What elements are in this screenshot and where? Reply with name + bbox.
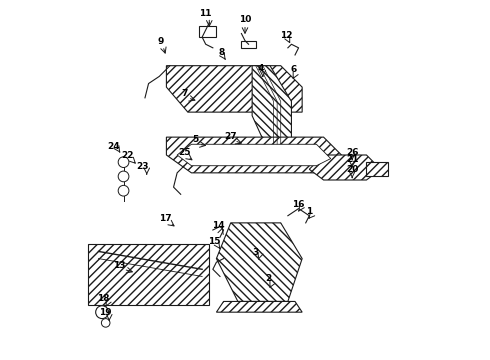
Polygon shape [167, 66, 302, 112]
Polygon shape [217, 223, 302, 301]
Text: 5: 5 [192, 135, 198, 144]
Text: 1: 1 [306, 207, 313, 216]
Polygon shape [88, 244, 209, 305]
Text: 2: 2 [265, 274, 271, 283]
Text: 8: 8 [219, 48, 225, 57]
Text: 21: 21 [346, 155, 358, 164]
Text: 16: 16 [293, 200, 305, 209]
Text: 10: 10 [239, 15, 251, 24]
Text: 6: 6 [290, 66, 296, 75]
Text: 4: 4 [258, 64, 264, 73]
Text: 15: 15 [208, 237, 220, 246]
Text: 17: 17 [159, 214, 172, 223]
Polygon shape [167, 137, 345, 173]
FancyBboxPatch shape [242, 41, 256, 48]
Polygon shape [309, 155, 381, 180]
Text: 13: 13 [113, 261, 125, 270]
Text: 14: 14 [212, 221, 224, 230]
Text: 11: 11 [199, 9, 212, 18]
Text: 23: 23 [136, 162, 149, 171]
Text: 24: 24 [108, 141, 120, 150]
Text: 20: 20 [346, 166, 358, 175]
Text: 18: 18 [98, 294, 110, 303]
Text: 26: 26 [346, 148, 358, 157]
Text: 25: 25 [178, 148, 191, 157]
Text: 27: 27 [224, 132, 237, 141]
Circle shape [96, 306, 109, 319]
Circle shape [118, 185, 129, 196]
Text: 3: 3 [252, 248, 259, 257]
Polygon shape [252, 66, 292, 155]
Circle shape [118, 171, 129, 182]
FancyBboxPatch shape [159, 276, 188, 294]
FancyBboxPatch shape [198, 26, 217, 37]
Polygon shape [177, 144, 331, 166]
Polygon shape [367, 162, 388, 176]
Polygon shape [217, 301, 302, 312]
Circle shape [118, 157, 129, 167]
Text: 22: 22 [122, 151, 134, 160]
Text: 19: 19 [99, 309, 112, 318]
Text: 12: 12 [280, 31, 293, 40]
Circle shape [101, 319, 110, 327]
FancyBboxPatch shape [102, 269, 145, 294]
Text: 7: 7 [181, 89, 188, 98]
Text: 9: 9 [158, 37, 164, 46]
